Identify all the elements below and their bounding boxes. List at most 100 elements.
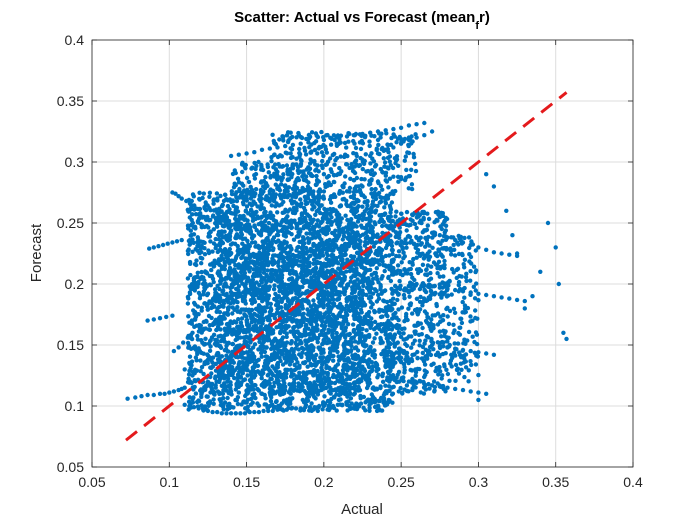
data-point bbox=[297, 216, 302, 222]
data-point bbox=[215, 351, 220, 356]
data-point bbox=[382, 268, 387, 274]
data-point bbox=[249, 240, 255, 245]
data-point bbox=[369, 392, 374, 397]
data-point bbox=[162, 391, 167, 396]
data-point bbox=[304, 220, 309, 225]
data-point bbox=[281, 291, 286, 296]
data-point bbox=[321, 350, 326, 355]
data-point bbox=[304, 289, 309, 294]
data-point bbox=[380, 340, 385, 345]
data-point bbox=[238, 270, 244, 275]
data-point bbox=[399, 326, 405, 332]
data-point bbox=[321, 299, 326, 304]
data-point bbox=[390, 356, 395, 361]
data-point bbox=[304, 376, 309, 381]
data-point bbox=[280, 309, 285, 314]
data-point bbox=[281, 391, 287, 396]
data-point bbox=[219, 253, 224, 259]
data-point bbox=[253, 395, 258, 401]
data-point bbox=[353, 206, 358, 211]
data-point bbox=[364, 343, 369, 348]
data-point bbox=[275, 279, 281, 284]
data-point bbox=[303, 323, 308, 329]
data-point bbox=[504, 208, 509, 213]
data-point bbox=[222, 229, 227, 234]
data-point bbox=[257, 339, 262, 345]
data-point bbox=[156, 244, 161, 249]
data-point bbox=[322, 338, 327, 343]
data-point bbox=[252, 150, 257, 155]
data-point bbox=[412, 221, 418, 227]
data-point bbox=[197, 206, 203, 212]
data-point bbox=[393, 283, 398, 289]
data-point bbox=[396, 292, 401, 297]
data-point bbox=[279, 219, 284, 225]
data-point bbox=[378, 246, 383, 252]
data-point bbox=[346, 399, 351, 404]
data-point bbox=[347, 404, 352, 409]
data-point bbox=[406, 123, 412, 128]
data-point bbox=[439, 295, 444, 300]
data-point bbox=[151, 245, 156, 250]
data-point bbox=[326, 218, 331, 223]
data-point bbox=[389, 258, 395, 263]
data-point bbox=[329, 215, 334, 220]
data-point bbox=[283, 302, 288, 308]
data-point bbox=[218, 193, 223, 199]
data-point bbox=[374, 368, 379, 374]
data-point bbox=[292, 362, 297, 368]
data-point bbox=[248, 378, 253, 384]
data-point bbox=[230, 311, 235, 316]
data-point bbox=[373, 240, 378, 246]
data-point bbox=[221, 248, 227, 253]
data-point bbox=[297, 370, 302, 375]
data-point bbox=[219, 411, 224, 416]
data-point bbox=[379, 291, 384, 296]
data-point bbox=[241, 290, 246, 295]
data-point bbox=[203, 336, 208, 341]
data-point bbox=[320, 355, 325, 361]
data-point bbox=[221, 407, 226, 412]
data-point bbox=[236, 317, 241, 322]
data-point bbox=[345, 282, 351, 287]
data-point bbox=[384, 312, 389, 317]
data-point bbox=[257, 316, 263, 321]
data-point bbox=[307, 214, 313, 220]
data-point bbox=[210, 355, 216, 360]
data-point bbox=[199, 269, 204, 275]
data-point bbox=[417, 366, 422, 372]
data-point bbox=[244, 340, 249, 345]
data-point bbox=[384, 193, 389, 198]
data-point bbox=[310, 207, 315, 212]
data-point bbox=[347, 232, 353, 237]
data-point bbox=[261, 408, 266, 414]
data-point bbox=[192, 367, 198, 372]
data-point bbox=[232, 368, 237, 373]
data-point bbox=[326, 293, 331, 298]
data-point bbox=[293, 261, 298, 267]
data-point bbox=[325, 376, 330, 382]
data-point bbox=[434, 253, 439, 258]
data-point bbox=[289, 281, 294, 286]
data-point bbox=[444, 306, 449, 312]
data-point bbox=[334, 330, 339, 336]
data-point bbox=[323, 225, 329, 231]
data-point bbox=[314, 361, 319, 367]
data-point bbox=[320, 380, 325, 385]
data-point bbox=[308, 198, 313, 203]
data-point bbox=[340, 368, 346, 373]
data-point bbox=[216, 371, 222, 376]
data-point bbox=[295, 245, 300, 250]
data-point bbox=[273, 221, 279, 226]
data-point bbox=[327, 300, 332, 305]
data-point bbox=[422, 341, 427, 346]
data-point bbox=[426, 335, 431, 340]
data-point bbox=[222, 366, 228, 371]
data-point bbox=[330, 301, 336, 306]
data-point bbox=[314, 352, 319, 358]
data-point bbox=[199, 261, 204, 266]
data-point bbox=[372, 190, 377, 195]
data-point bbox=[355, 262, 360, 267]
data-point bbox=[202, 252, 208, 257]
data-point bbox=[277, 289, 282, 294]
